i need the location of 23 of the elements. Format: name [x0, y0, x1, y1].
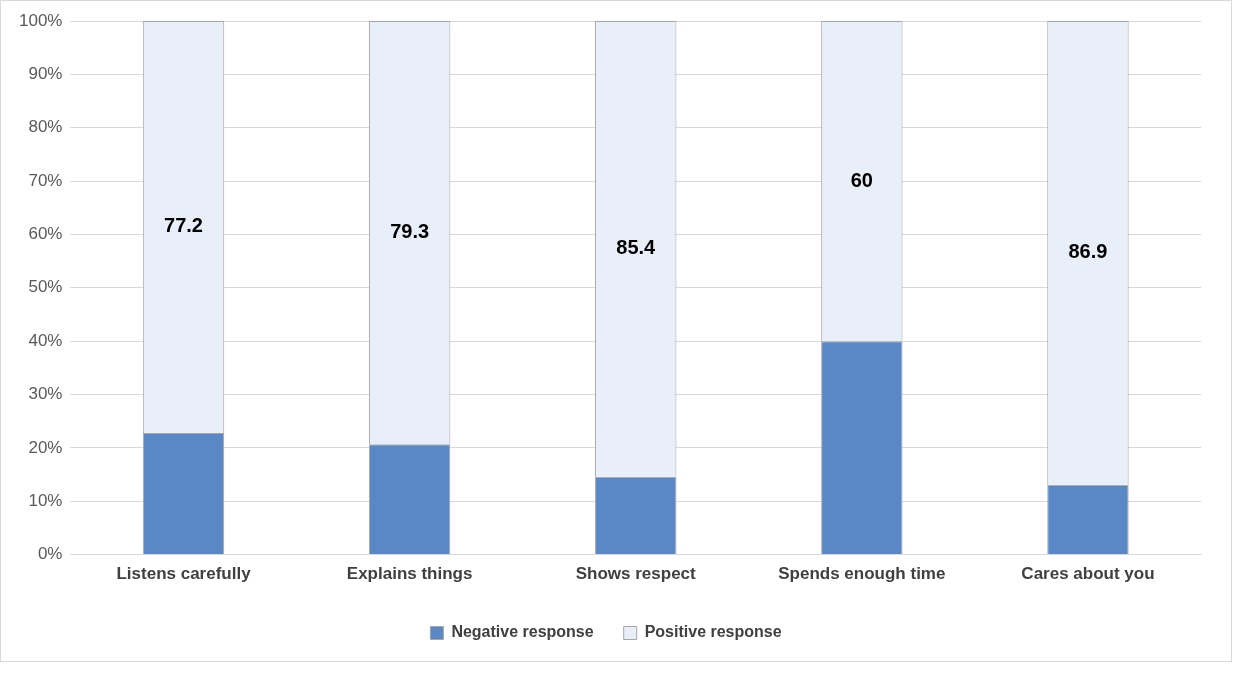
y-tick-label: 50% — [28, 277, 63, 297]
data-label: 77.2 — [164, 214, 203, 237]
y-tick-label: 20% — [28, 437, 63, 457]
y-tick-label: 40% — [28, 330, 63, 350]
y-tick-label: 60% — [28, 224, 63, 244]
y-tick-label: 30% — [28, 384, 63, 404]
legend-label: Positive response — [644, 623, 782, 641]
x-tick-label: Listens carefully — [116, 564, 252, 584]
x-tick-label: Spends enough time — [778, 564, 946, 584]
y-tick-label: 80% — [28, 117, 63, 137]
y-tick-label: 0% — [37, 544, 63, 564]
data-label: 85.4 — [616, 236, 657, 259]
legend-label: Negative response — [451, 623, 594, 641]
y-tick-label: 100% — [19, 10, 63, 30]
x-tick-label: Cares about you — [1021, 564, 1155, 584]
y-tick-label: 10% — [28, 490, 63, 510]
y-tick-label: 70% — [28, 170, 63, 190]
data-label: 79.3 — [390, 220, 430, 243]
data-label: 86.9 — [1068, 240, 1108, 263]
y-tick-label: 90% — [28, 64, 63, 84]
x-tick-label: Explains things — [346, 564, 473, 584]
data-label: 60 — [850, 168, 873, 191]
x-tick-label: Shows respect — [575, 564, 697, 584]
